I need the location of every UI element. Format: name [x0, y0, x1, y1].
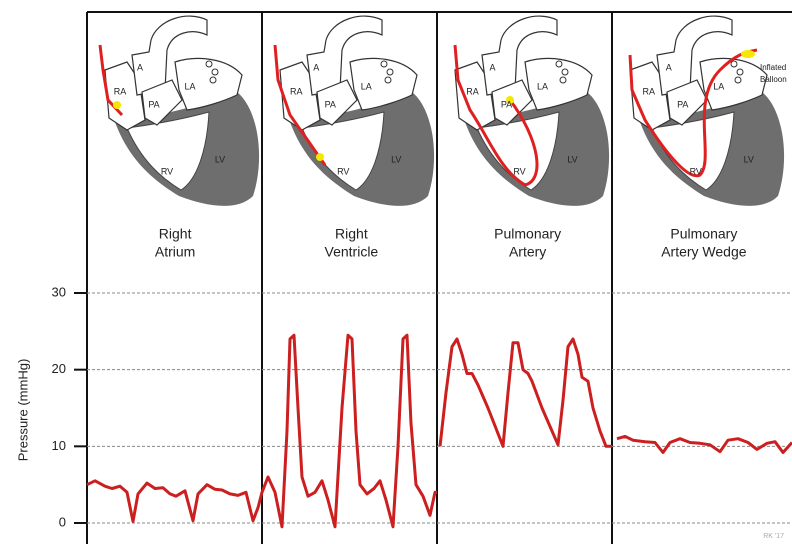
chart: Pressure (mmHg) RK '17 0 10 20 30 Right Atriu… [0, 0, 792, 544]
heart-label: PA [325, 99, 336, 109]
credit: RK '17 [763, 533, 784, 540]
heart-diagrams [105, 16, 784, 206]
heart-label: RA [290, 86, 303, 96]
balloon-label: Inflated [760, 63, 786, 72]
panel-title: Pulmonary [670, 226, 737, 242]
heart-label: A [666, 62, 672, 72]
heart-label: A [313, 62, 319, 72]
y-tick-label: 30 [52, 284, 66, 299]
heart-label: LA [713, 81, 724, 91]
heart-label: RV [337, 166, 349, 176]
heart-label: PA [148, 99, 159, 109]
y-tick-label: 10 [52, 438, 66, 453]
heart-label: LA [537, 81, 548, 91]
heart-label: LA [361, 81, 372, 91]
heart-label: LV [744, 154, 754, 164]
heart-label: PA [501, 99, 512, 109]
panel-title: Artery Wedge [661, 244, 747, 260]
panel-title: Right [335, 226, 368, 242]
panel-title: Ventricle [325, 244, 379, 260]
heart-label: RV [690, 166, 702, 176]
balloon-label: Balloon [760, 75, 787, 84]
heart-label: RV [513, 166, 525, 176]
panel-title: Right [159, 226, 192, 242]
pressure-line [87, 481, 262, 522]
heart-label: RA [114, 86, 127, 96]
heart-label: LA [184, 81, 195, 91]
panel-title: Atrium [155, 244, 195, 260]
y-tick-label: 20 [52, 361, 66, 376]
heart-label: RA [642, 86, 655, 96]
heart-label: LV [567, 154, 577, 164]
pressure-line [617, 436, 792, 452]
y-axis-label: Pressure (mmHg) [15, 359, 30, 462]
heart-label: PA [677, 99, 688, 109]
heart-label: RV [161, 166, 173, 176]
y-tick-label: 0 [59, 514, 66, 529]
pressure-line [262, 335, 437, 527]
heart-label: LV [391, 154, 401, 164]
panel-title: Artery [509, 244, 546, 260]
pressure-line [440, 339, 612, 446]
heart-label: A [137, 62, 143, 72]
heart-label: LV [215, 154, 225, 164]
heart-label: RA [466, 86, 479, 96]
heart-label: A [489, 62, 495, 72]
panel-title: Pulmonary [494, 226, 561, 242]
